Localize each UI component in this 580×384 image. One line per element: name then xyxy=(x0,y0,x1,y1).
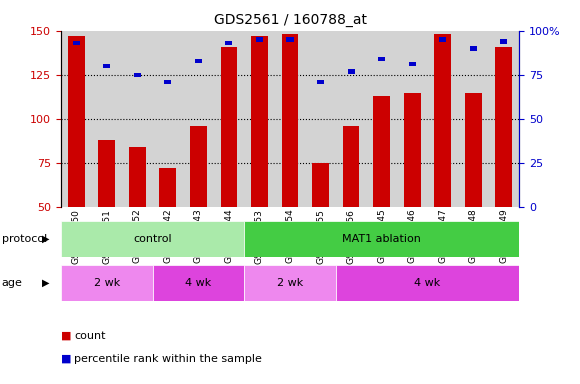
Text: MAT1 ablation: MAT1 ablation xyxy=(342,234,421,244)
Bar xyxy=(378,57,385,61)
Text: GDS2561 / 160788_at: GDS2561 / 160788_at xyxy=(213,13,367,27)
Bar xyxy=(153,265,244,301)
Bar xyxy=(190,126,206,207)
Bar xyxy=(465,93,481,207)
Text: 2 wk: 2 wk xyxy=(277,278,303,288)
Text: 2 wk: 2 wk xyxy=(93,278,120,288)
Bar xyxy=(99,140,115,207)
Bar xyxy=(312,163,329,207)
Bar xyxy=(134,73,141,77)
Bar xyxy=(282,34,298,207)
Bar xyxy=(68,36,85,207)
Text: 4 wk: 4 wk xyxy=(414,278,441,288)
Text: 4 wk: 4 wk xyxy=(185,278,212,288)
Text: ▶: ▶ xyxy=(42,278,50,288)
Bar xyxy=(72,41,79,45)
Bar xyxy=(61,265,153,301)
Bar xyxy=(160,169,176,207)
Bar xyxy=(220,46,237,207)
Bar xyxy=(470,46,477,51)
Bar xyxy=(439,37,446,42)
Text: percentile rank within the sample: percentile rank within the sample xyxy=(74,354,262,364)
Bar xyxy=(374,96,390,207)
Bar xyxy=(103,64,110,68)
Bar xyxy=(434,34,451,207)
Bar xyxy=(61,221,244,257)
Bar xyxy=(256,37,263,42)
Bar xyxy=(244,221,519,257)
Bar xyxy=(195,58,202,63)
Bar xyxy=(343,126,360,207)
Bar xyxy=(404,93,420,207)
Bar xyxy=(409,62,416,66)
Bar xyxy=(164,80,171,84)
Text: age: age xyxy=(2,278,23,288)
Bar xyxy=(347,69,354,74)
Text: ▶: ▶ xyxy=(42,234,50,244)
Text: control: control xyxy=(133,234,172,244)
Text: ■: ■ xyxy=(61,354,71,364)
Bar xyxy=(129,147,146,207)
Bar xyxy=(244,265,336,301)
Bar xyxy=(287,37,293,42)
Bar xyxy=(251,36,268,207)
Bar xyxy=(226,41,233,45)
Bar xyxy=(501,39,508,43)
Bar xyxy=(317,80,324,84)
Text: count: count xyxy=(74,331,106,341)
Text: protocol: protocol xyxy=(2,234,47,244)
Text: ■: ■ xyxy=(61,331,71,341)
Bar xyxy=(336,265,519,301)
Bar xyxy=(495,46,512,207)
